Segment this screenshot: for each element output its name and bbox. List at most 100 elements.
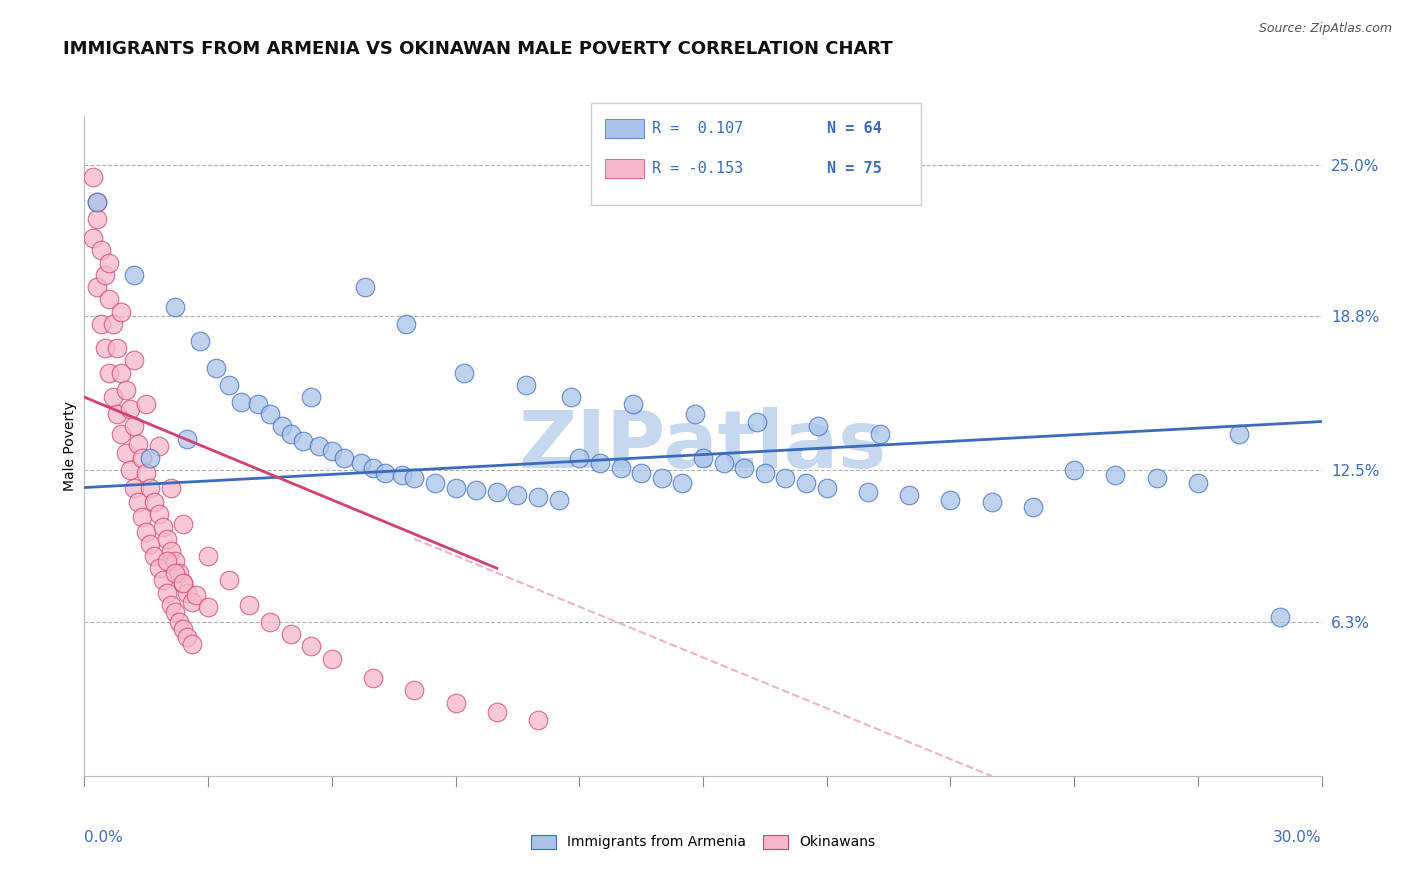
Point — [143, 495, 166, 509]
Point — [139, 451, 162, 466]
Point — [353, 280, 375, 294]
Point — [333, 451, 356, 466]
Point — [176, 585, 198, 599]
Text: N = 64: N = 64 — [827, 121, 882, 136]
Point — [869, 426, 891, 441]
Legend: Immigrants from Armenia, Okinawans: Immigrants from Armenia, Okinawans — [526, 829, 880, 855]
Point — [1146, 471, 1168, 485]
Point — [197, 549, 219, 563]
Point — [444, 696, 467, 710]
Point — [172, 575, 194, 590]
Point — [148, 439, 170, 453]
Point — [238, 598, 260, 612]
Point — [1227, 426, 1250, 441]
Point — [160, 544, 183, 558]
Point — [94, 268, 117, 282]
Point — [485, 706, 508, 720]
Point — [733, 461, 755, 475]
Point — [527, 713, 550, 727]
Point — [131, 451, 153, 466]
Point — [218, 574, 240, 588]
Point — [671, 475, 693, 490]
Point — [98, 255, 121, 269]
Point — [308, 439, 330, 453]
Point — [165, 554, 187, 568]
Point — [280, 627, 302, 641]
Point — [176, 432, 198, 446]
Point — [127, 495, 149, 509]
Point — [1270, 610, 1292, 624]
Text: N = 75: N = 75 — [827, 161, 882, 176]
Point — [167, 566, 190, 581]
Point — [246, 397, 269, 411]
Point — [197, 600, 219, 615]
Point — [156, 585, 179, 599]
Point — [82, 231, 104, 245]
Point — [423, 475, 446, 490]
Text: Source: ZipAtlas.com: Source: ZipAtlas.com — [1258, 22, 1392, 36]
Point — [131, 509, 153, 524]
Point — [160, 481, 183, 495]
Point — [692, 451, 714, 466]
Point — [172, 623, 194, 637]
Y-axis label: Male Poverty: Male Poverty — [63, 401, 77, 491]
Point — [361, 671, 384, 685]
Point — [683, 407, 706, 421]
Point — [205, 360, 228, 375]
Point — [815, 481, 838, 495]
Point — [118, 402, 141, 417]
Point — [589, 456, 612, 470]
Point — [127, 436, 149, 450]
Point — [184, 588, 207, 602]
Point — [165, 605, 187, 619]
Point — [321, 651, 343, 665]
Point — [395, 317, 418, 331]
Point — [1022, 500, 1045, 515]
Point — [105, 341, 128, 355]
Point — [229, 395, 252, 409]
Point — [165, 566, 187, 581]
Point — [630, 466, 652, 480]
Point — [165, 300, 187, 314]
Point — [156, 532, 179, 546]
Point — [754, 466, 776, 480]
Point — [180, 595, 202, 609]
Text: 0.0%: 0.0% — [84, 830, 124, 845]
Text: 30.0%: 30.0% — [1274, 830, 1322, 845]
Point — [609, 461, 631, 475]
Point — [176, 630, 198, 644]
Point — [291, 434, 314, 449]
Point — [1187, 475, 1209, 490]
Point — [527, 491, 550, 505]
Point — [122, 419, 145, 434]
Point — [156, 554, 179, 568]
Point — [453, 366, 475, 380]
Point — [807, 419, 830, 434]
Point — [259, 615, 281, 629]
Point — [148, 508, 170, 522]
Point — [218, 377, 240, 392]
Point — [299, 640, 322, 654]
Point — [485, 485, 508, 500]
Point — [90, 317, 112, 331]
Point — [94, 341, 117, 355]
Point — [374, 466, 396, 480]
Point — [122, 481, 145, 495]
Point — [143, 549, 166, 563]
Point — [713, 456, 735, 470]
Point — [1104, 468, 1126, 483]
Point — [259, 407, 281, 421]
Point — [350, 456, 373, 470]
Point — [167, 615, 190, 629]
Point — [180, 637, 202, 651]
Point — [86, 194, 108, 209]
Point — [299, 390, 322, 404]
Point — [152, 519, 174, 533]
Point — [560, 390, 582, 404]
Point — [856, 485, 879, 500]
Point — [90, 244, 112, 258]
Point — [172, 575, 194, 590]
Point — [172, 517, 194, 532]
Point — [103, 390, 125, 404]
Point — [98, 366, 121, 380]
